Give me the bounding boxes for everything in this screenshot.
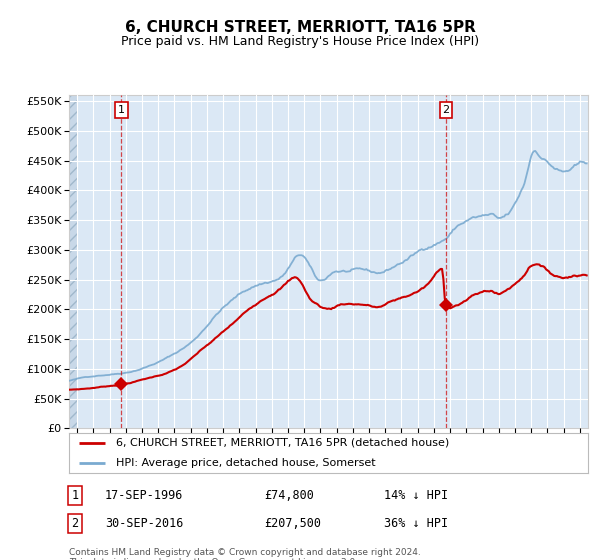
Text: 30-SEP-2016: 30-SEP-2016: [105, 517, 184, 530]
Text: 6, CHURCH STREET, MERRIOTT, TA16 5PR: 6, CHURCH STREET, MERRIOTT, TA16 5PR: [125, 20, 475, 35]
Text: 6, CHURCH STREET, MERRIOTT, TA16 5PR (detached house): 6, CHURCH STREET, MERRIOTT, TA16 5PR (de…: [116, 438, 449, 448]
Text: £207,500: £207,500: [264, 517, 321, 530]
Text: 2: 2: [71, 517, 79, 530]
Text: 36% ↓ HPI: 36% ↓ HPI: [384, 517, 448, 530]
Text: Contains HM Land Registry data © Crown copyright and database right 2024.
This d: Contains HM Land Registry data © Crown c…: [69, 548, 421, 560]
Text: 14% ↓ HPI: 14% ↓ HPI: [384, 489, 448, 502]
Text: HPI: Average price, detached house, Somerset: HPI: Average price, detached house, Some…: [116, 458, 376, 468]
Text: Price paid vs. HM Land Registry's House Price Index (HPI): Price paid vs. HM Land Registry's House …: [121, 35, 479, 48]
Text: 17-SEP-1996: 17-SEP-1996: [105, 489, 184, 502]
Text: 1: 1: [71, 489, 79, 502]
Text: 2: 2: [443, 105, 449, 115]
Text: 1: 1: [118, 105, 125, 115]
Text: £74,800: £74,800: [264, 489, 314, 502]
